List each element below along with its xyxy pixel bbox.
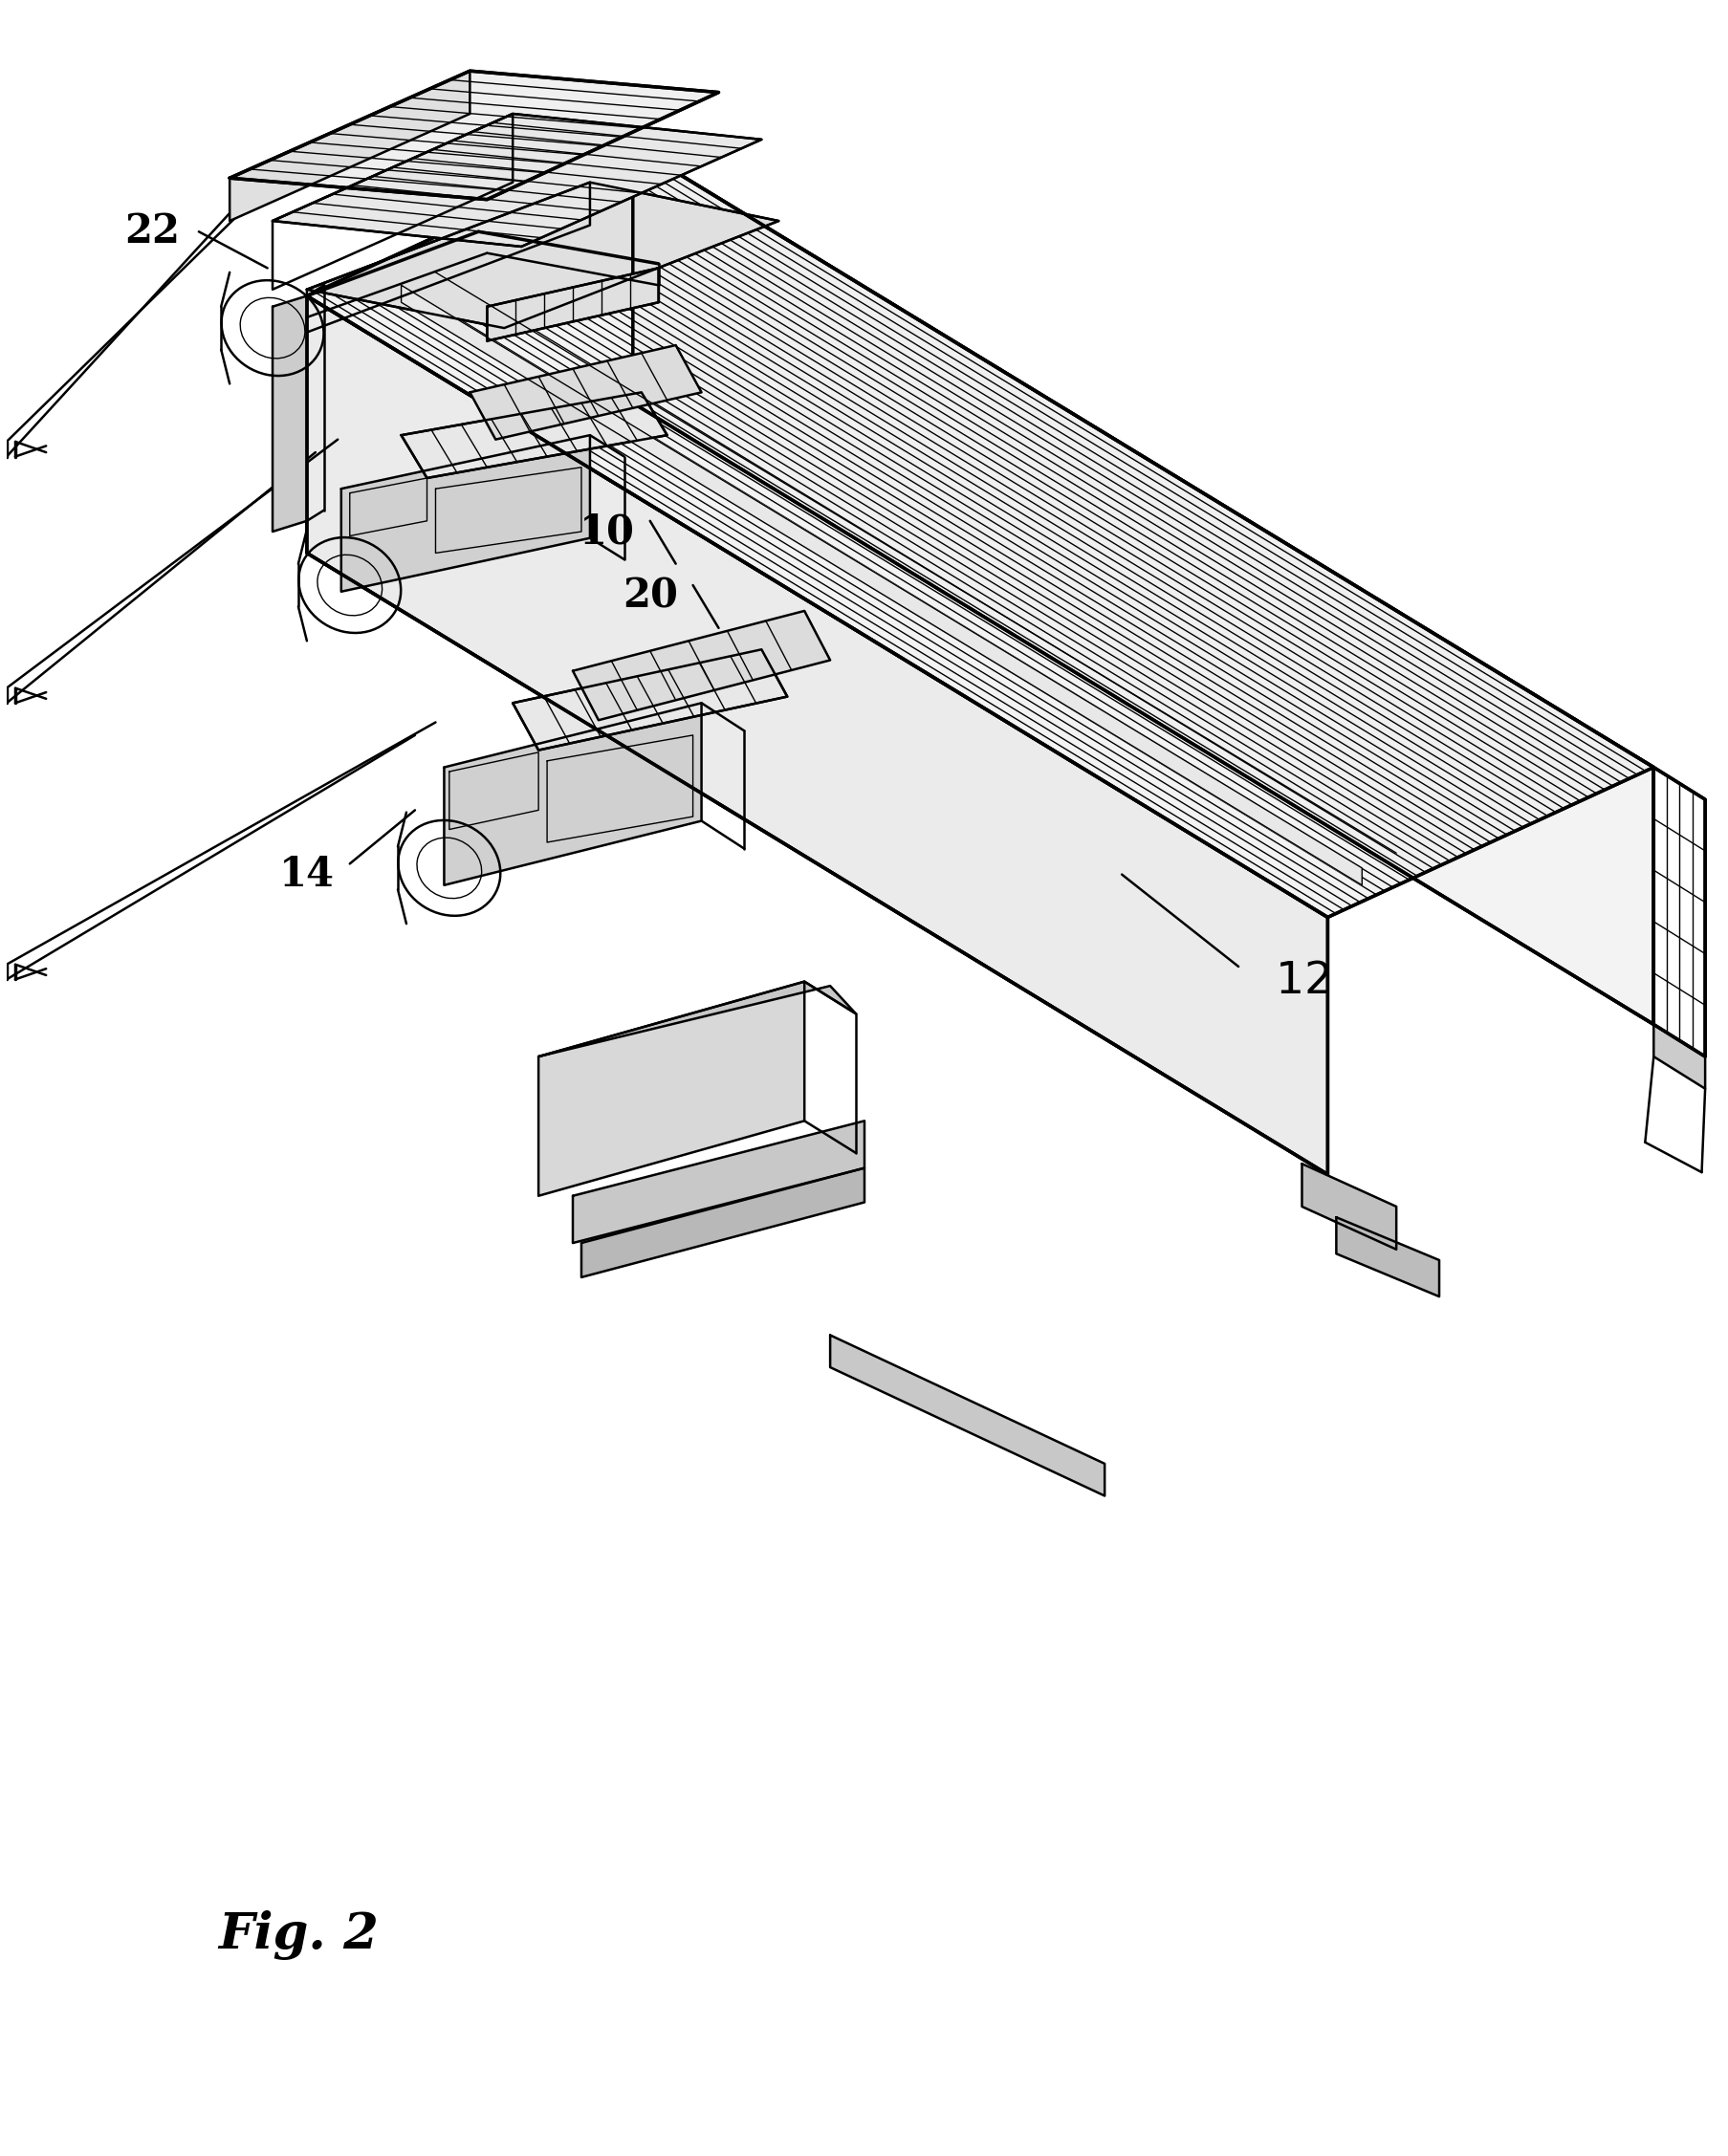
Polygon shape [444,703,702,886]
Text: Fig. 2: Fig. 2 [218,1910,378,1960]
Polygon shape [230,71,470,220]
Polygon shape [401,285,1362,886]
Polygon shape [306,147,1652,916]
Polygon shape [1652,1024,1704,1089]
Polygon shape [401,392,667,479]
Text: 20: 20 [622,576,677,617]
Text: 14: 14 [278,854,335,895]
Polygon shape [829,1335,1104,1496]
Polygon shape [513,649,786,750]
Polygon shape [581,1169,864,1276]
Polygon shape [470,345,702,440]
Polygon shape [1301,1164,1396,1250]
Polygon shape [306,295,1327,1175]
Polygon shape [230,71,719,201]
Polygon shape [306,183,778,328]
Polygon shape [487,267,658,341]
Polygon shape [572,610,829,720]
Text: 10: 10 [579,511,634,552]
Polygon shape [572,1121,864,1244]
Polygon shape [1652,768,1704,1056]
Polygon shape [340,436,589,591]
Text: $\it{12}$: $\it{12}$ [1274,959,1329,1003]
Text: 22: 22 [124,211,180,252]
Polygon shape [1336,1218,1438,1296]
Polygon shape [632,147,1652,1024]
Polygon shape [273,114,760,246]
Polygon shape [537,981,804,1197]
Polygon shape [537,981,855,1056]
Polygon shape [273,295,306,533]
